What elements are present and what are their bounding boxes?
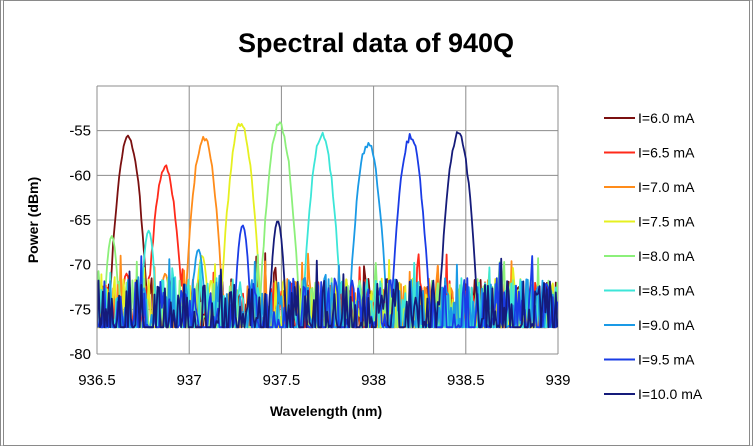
x-tick-label: 938.5 [447,372,485,389]
y-tick-label: -55 [69,123,91,140]
y-tick-label: -60 [69,167,91,184]
y-axis-label: Power (dBm) [25,177,41,263]
plot-area [97,121,558,329]
legend-label: I=6.5 mA [638,145,695,161]
legend-label: I=6.0 mA [638,110,695,126]
legend-label: I=9.0 mA [638,317,695,333]
y-tick-labels: -55 -60 -65 -70 -75 -80 [69,123,91,363]
legend-label: I=8.5 mA [638,283,695,299]
legend-label: I=8.0 mA [638,248,695,264]
chart-title: Spectral data of 940Q [238,28,514,58]
x-tick-label: 937 [177,372,202,389]
series-line-i-10-0-ma [97,131,558,329]
legend-label: I=9.5 mA [638,352,695,368]
x-tick-label: 936.5 [78,372,116,389]
x-tick-label: 938 [361,372,386,389]
y-tick-label: -65 [69,212,91,229]
x-tick-labels: 936.5 937 937.5 938 938.5 939 [78,372,570,389]
y-tick-label: -70 [69,257,91,274]
x-tick-label: 937.5 [263,372,301,389]
legend-label: I=7.5 mA [638,214,695,230]
x-tick-label: 939 [545,372,570,389]
x-axis-label: Wavelength (nm) [270,403,382,419]
legend-label: I=7.0 mA [638,179,695,195]
y-tick-label: -75 [69,301,91,318]
axes [96,86,558,355]
y-tick-label: -80 [69,346,91,363]
legend: I=6.0 mA I=6.5 mA I=7.0 mA I=7.5 mA I=8.0 mA… [604,110,703,402]
legend-label: I=10.0 mA [638,386,703,402]
